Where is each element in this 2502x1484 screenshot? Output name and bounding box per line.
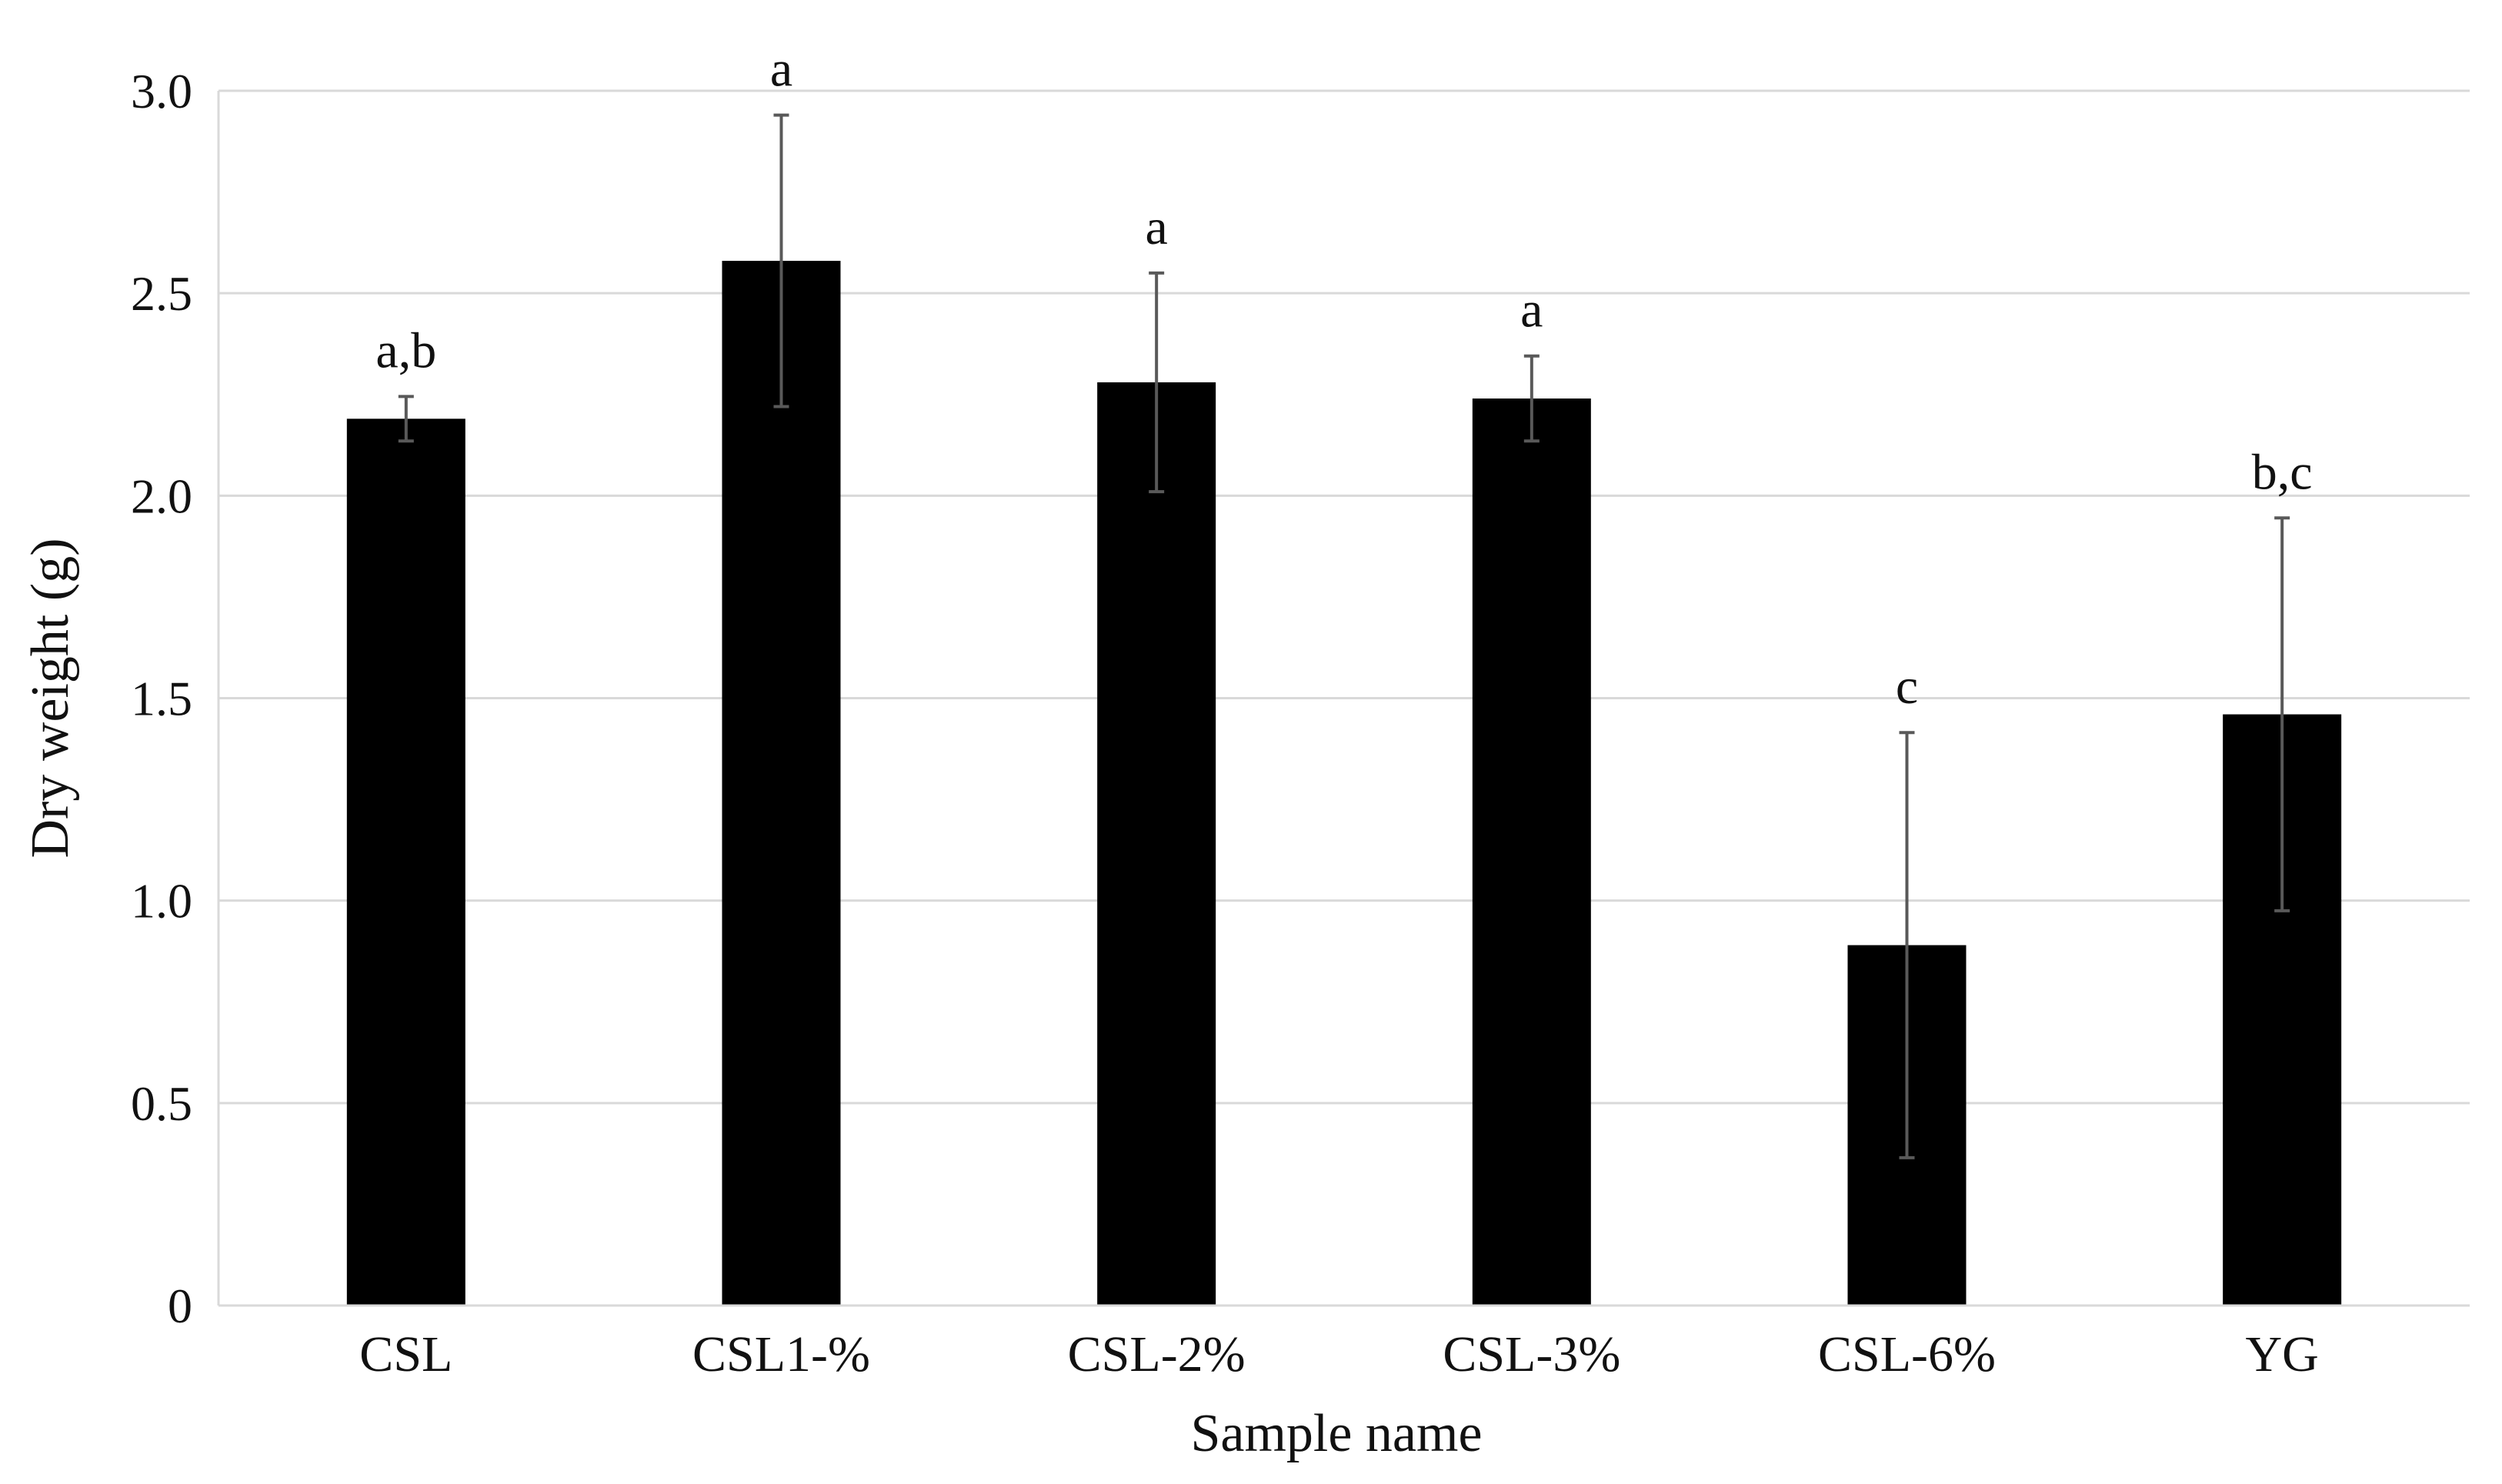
y-tick-label: 3.0 (131, 64, 192, 118)
x-tick-label: YG (2246, 1326, 2319, 1382)
y-tick-label: 1.5 (131, 672, 192, 726)
error-bar (1523, 354, 1540, 443)
x-tick-label: CSL1-% (692, 1326, 870, 1382)
bar-csl-3- (1472, 399, 1591, 1306)
significance-label: a (1146, 199, 1168, 255)
x-tick-label: CSL (359, 1326, 452, 1382)
bar-csl1- (722, 261, 841, 1306)
error-bar (398, 395, 414, 443)
y-tick-label: 1.0 (131, 874, 192, 929)
error-bar (773, 113, 789, 409)
y-axis-ticks: 0 0.5 1.0 1.5 2.0 2.5 3.0 (131, 64, 192, 1333)
significance-label: b,c (2252, 444, 2313, 500)
x-tick-label: CSL-3% (1443, 1326, 1620, 1382)
error-bar (2274, 516, 2290, 912)
bar-csl-2- (1097, 382, 1216, 1306)
bar-csl (346, 419, 465, 1306)
x-axis-title: Sample name (1190, 1404, 1482, 1463)
x-axis-categories: CSL CSL1-% CSL-2% CSL-3% CSL-6% YG (359, 1326, 2319, 1382)
y-tick-label: 2.5 (131, 266, 192, 321)
error-bar (1149, 271, 1165, 494)
y-tick-label: 0 (168, 1279, 192, 1333)
y-axis-title: Dry weight (g) (21, 538, 80, 858)
x-tick-label: CSL-2% (1068, 1326, 1246, 1382)
x-tick-label: CSL-6% (1818, 1326, 1996, 1382)
error-bar (1899, 731, 1915, 1159)
significance-label: a,b (375, 322, 436, 379)
significance-label: a (770, 42, 792, 98)
y-tick-label: 2.0 (131, 469, 192, 523)
bars (346, 261, 2342, 1306)
significance-labels: a,b a a a c b,c (375, 42, 2312, 715)
significance-label: c (1896, 659, 1918, 715)
significance-label: a (1520, 282, 1543, 338)
gridlines (217, 89, 2470, 1306)
y-tick-label: 0.5 (131, 1076, 192, 1131)
error-bars (398, 113, 2290, 1159)
